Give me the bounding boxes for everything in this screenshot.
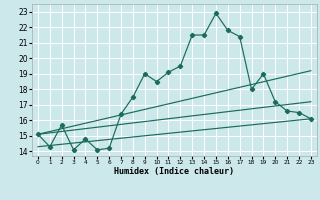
X-axis label: Humidex (Indice chaleur): Humidex (Indice chaleur): [115, 167, 234, 176]
